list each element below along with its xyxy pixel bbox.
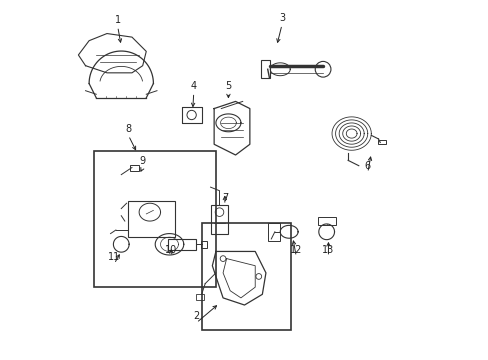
Text: 8: 8 xyxy=(125,123,131,134)
Text: 4: 4 xyxy=(190,81,197,91)
Text: 6: 6 xyxy=(364,161,370,171)
Bar xyxy=(317,217,335,225)
Text: 13: 13 xyxy=(322,245,334,255)
Text: 2: 2 xyxy=(193,311,199,321)
Bar xyxy=(182,107,201,123)
Bar xyxy=(378,140,385,144)
Text: 3: 3 xyxy=(278,13,285,23)
Text: 5: 5 xyxy=(225,81,231,91)
Text: 10: 10 xyxy=(165,245,177,255)
Bar xyxy=(128,202,175,237)
Bar xyxy=(201,223,290,330)
Text: 11: 11 xyxy=(108,252,120,262)
Bar xyxy=(201,241,207,248)
Bar xyxy=(130,165,139,171)
Text: 12: 12 xyxy=(289,245,302,255)
Bar xyxy=(167,239,196,249)
Bar xyxy=(196,294,203,300)
Text: 9: 9 xyxy=(140,156,145,166)
Text: 1: 1 xyxy=(114,15,121,24)
Text: 7: 7 xyxy=(221,193,227,203)
Bar xyxy=(94,152,216,287)
Bar xyxy=(210,205,228,234)
Bar xyxy=(260,60,269,78)
Bar xyxy=(267,223,280,241)
